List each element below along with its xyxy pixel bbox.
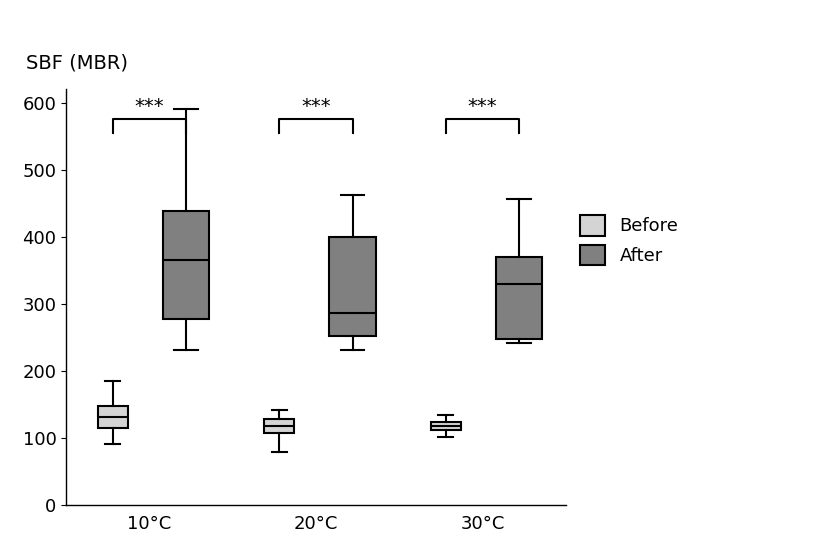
Text: ***: *** — [301, 97, 331, 116]
PathPatch shape — [265, 419, 294, 433]
Text: ***: *** — [467, 97, 497, 116]
Text: ***: *** — [135, 97, 165, 116]
PathPatch shape — [163, 212, 209, 319]
PathPatch shape — [495, 257, 543, 339]
PathPatch shape — [431, 422, 461, 430]
PathPatch shape — [329, 237, 376, 336]
PathPatch shape — [98, 406, 128, 428]
Text: SBF (MBR): SBF (MBR) — [26, 54, 128, 72]
Legend: Before, After: Before, After — [580, 215, 678, 265]
